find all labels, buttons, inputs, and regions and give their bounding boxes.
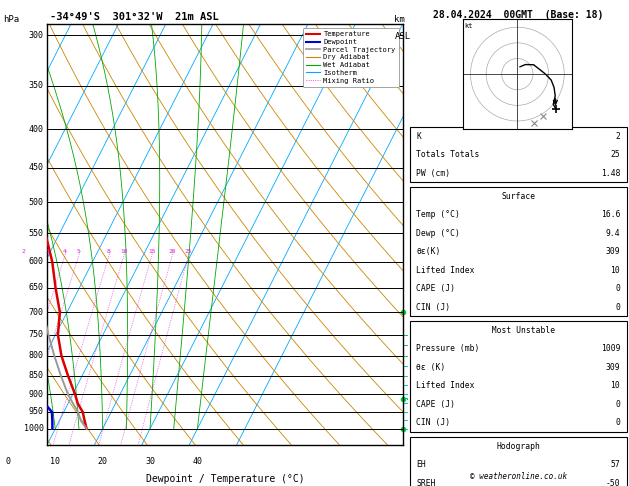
Text: -2: -2 bbox=[406, 351, 416, 360]
Text: 25: 25 bbox=[184, 249, 192, 254]
Text: 650: 650 bbox=[29, 283, 43, 293]
Text: 309: 309 bbox=[606, 247, 620, 256]
Text: 0: 0 bbox=[615, 400, 620, 409]
Text: 3: 3 bbox=[45, 249, 49, 254]
Text: 0: 0 bbox=[6, 457, 10, 466]
Text: Mixing Ratio (g/kg): Mixing Ratio (g/kg) bbox=[435, 187, 443, 282]
Text: 15: 15 bbox=[148, 249, 155, 254]
Text: Pressure (mb): Pressure (mb) bbox=[416, 345, 480, 353]
Text: © weatheronline.co.uk: © weatheronline.co.uk bbox=[470, 472, 567, 481]
Text: 0: 0 bbox=[615, 418, 620, 427]
Text: 1009: 1009 bbox=[601, 345, 620, 353]
Text: CAPE (J): CAPE (J) bbox=[416, 284, 455, 293]
Text: 0: 0 bbox=[615, 303, 620, 312]
Text: 10: 10 bbox=[50, 457, 60, 466]
Text: 10: 10 bbox=[610, 266, 620, 275]
Text: 1000: 1000 bbox=[24, 424, 43, 433]
Text: -3: -3 bbox=[406, 308, 416, 317]
Text: 0: 0 bbox=[615, 284, 620, 293]
Text: Surface: Surface bbox=[501, 192, 535, 201]
Text: Temp (°C): Temp (°C) bbox=[416, 210, 460, 219]
Text: K: K bbox=[416, 132, 421, 140]
Text: -4: -4 bbox=[406, 258, 416, 266]
Text: Most Unstable: Most Unstable bbox=[482, 326, 555, 335]
Text: θε(K): θε(K) bbox=[416, 247, 441, 256]
Text: Hodograph: Hodograph bbox=[496, 442, 540, 451]
Text: 450: 450 bbox=[29, 163, 43, 173]
Text: 700: 700 bbox=[29, 308, 43, 317]
Text: 5: 5 bbox=[77, 249, 81, 254]
Text: 309: 309 bbox=[606, 363, 620, 372]
Text: 20: 20 bbox=[97, 457, 108, 466]
Text: -8: -8 bbox=[406, 81, 416, 90]
Text: 850: 850 bbox=[29, 371, 43, 380]
Text: SREH: SREH bbox=[416, 479, 436, 486]
Text: 2: 2 bbox=[21, 249, 25, 254]
Text: PW (cm): PW (cm) bbox=[416, 169, 450, 177]
Text: Lifted Index: Lifted Index bbox=[416, 266, 475, 275]
Text: 8: 8 bbox=[107, 249, 111, 254]
Text: 28.04.2024  00GMT  (Base: 18): 28.04.2024 00GMT (Base: 18) bbox=[433, 10, 603, 20]
Text: 10: 10 bbox=[120, 249, 128, 254]
Text: 16.6: 16.6 bbox=[601, 210, 620, 219]
Text: -5: -5 bbox=[406, 229, 416, 238]
Text: CIN (J): CIN (J) bbox=[416, 418, 450, 427]
Text: 900: 900 bbox=[29, 390, 43, 399]
Text: 40: 40 bbox=[192, 457, 203, 466]
Legend: Temperature, Dewpoint, Parcel Trajectory, Dry Adiabat, Wet Adiabat, Isotherm, Mi: Temperature, Dewpoint, Parcel Trajectory… bbox=[303, 28, 399, 87]
Text: -6: -6 bbox=[406, 163, 416, 173]
Text: 9.4: 9.4 bbox=[606, 229, 620, 238]
Text: Dewp (°C): Dewp (°C) bbox=[416, 229, 460, 238]
Text: hPa: hPa bbox=[3, 15, 19, 24]
Text: 57: 57 bbox=[610, 460, 620, 469]
Text: Lifted Index: Lifted Index bbox=[416, 382, 475, 390]
Text: 2: 2 bbox=[615, 132, 620, 140]
Text: 1.48: 1.48 bbox=[601, 169, 620, 177]
Text: kt: kt bbox=[464, 22, 473, 29]
Text: EH: EH bbox=[416, 460, 426, 469]
Text: 550: 550 bbox=[29, 229, 43, 238]
Text: θε (K): θε (K) bbox=[416, 363, 446, 372]
Text: Totals Totals: Totals Totals bbox=[416, 150, 480, 159]
Text: 30: 30 bbox=[145, 457, 155, 466]
Text: 400: 400 bbox=[29, 125, 43, 134]
Text: -50: -50 bbox=[606, 479, 620, 486]
Text: CIN (J): CIN (J) bbox=[416, 303, 450, 312]
Text: -34°49'S  301°32'W  21m ASL: -34°49'S 301°32'W 21m ASL bbox=[50, 12, 219, 22]
Text: 25: 25 bbox=[610, 150, 620, 159]
Text: 4: 4 bbox=[63, 249, 67, 254]
Text: -¹LCL: -¹LCL bbox=[406, 395, 429, 403]
Text: 350: 350 bbox=[29, 81, 43, 90]
Text: 300: 300 bbox=[29, 31, 43, 40]
Text: CAPE (J): CAPE (J) bbox=[416, 400, 455, 409]
Text: 10: 10 bbox=[610, 382, 620, 390]
Text: km: km bbox=[394, 15, 405, 24]
Text: 20: 20 bbox=[168, 249, 175, 254]
Text: 950: 950 bbox=[29, 407, 43, 417]
Text: 600: 600 bbox=[29, 258, 43, 266]
Text: ASL: ASL bbox=[394, 32, 411, 41]
Text: 750: 750 bbox=[29, 330, 43, 339]
Text: Dewpoint / Temperature (°C): Dewpoint / Temperature (°C) bbox=[145, 474, 304, 484]
Text: -1: -1 bbox=[406, 390, 416, 399]
Text: 500: 500 bbox=[29, 198, 43, 207]
Text: 800: 800 bbox=[29, 351, 43, 360]
Text: -7: -7 bbox=[406, 125, 416, 134]
